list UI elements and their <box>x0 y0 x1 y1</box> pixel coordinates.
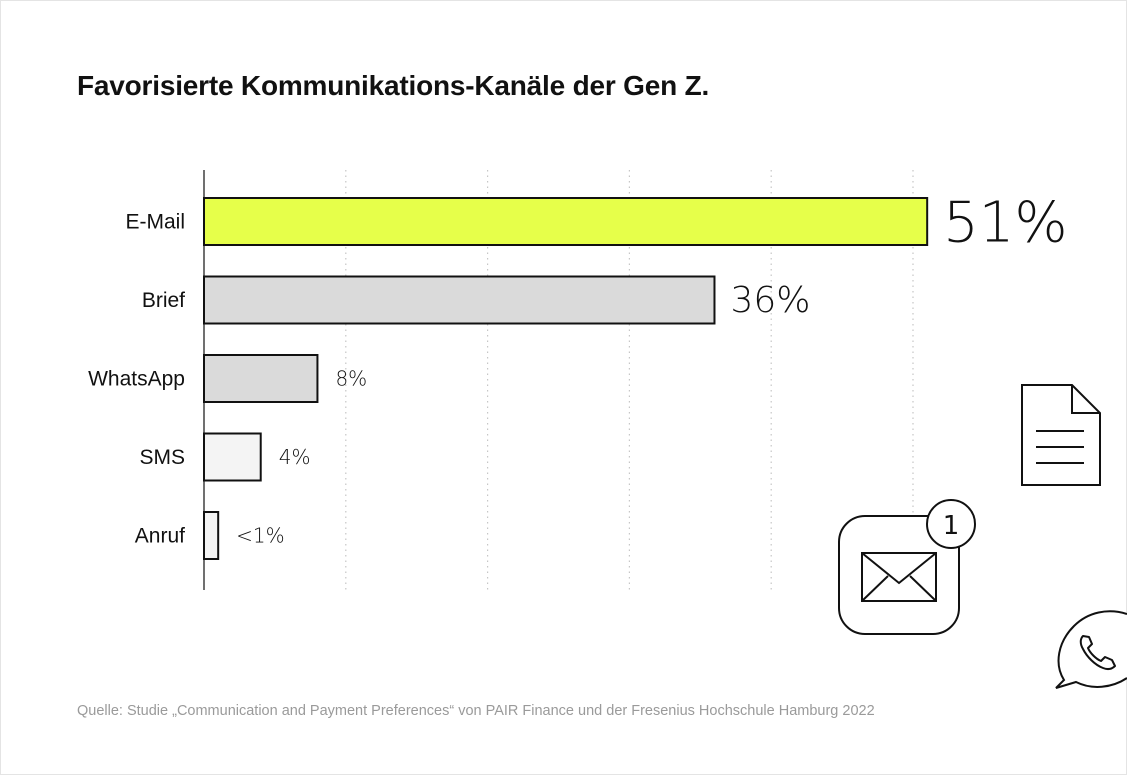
source-note: Quelle: Studie „Communication and Paymen… <box>77 703 875 719</box>
category-label: E-Mail <box>125 211 185 234</box>
category-label: Brief <box>142 289 185 312</box>
mail-icon: 1 <box>838 499 976 635</box>
document-icon <box>1021 384 1101 486</box>
value-label: 51% <box>943 191 1067 256</box>
category-label: WhatsApp <box>88 368 185 391</box>
value-label: 8% <box>335 367 367 391</box>
chart-title: Favorisierte Kommunikations-Kanäle der G… <box>77 70 710 101</box>
bar-anruf <box>203 511 220 560</box>
bar-sms <box>203 432 262 482</box>
category-label: SMS <box>139 446 185 469</box>
category-label: Anruf <box>135 525 185 548</box>
notification-badge <box>926 499 976 549</box>
bar-brief <box>203 275 716 325</box>
value-label: 4% <box>279 445 311 469</box>
phone-chat-icon <box>1055 610 1127 689</box>
badge-count: 1 <box>943 511 960 541</box>
bar-e-mail <box>203 197 929 246</box>
value-label: <1% <box>236 524 285 548</box>
bar-whatsapp <box>203 354 319 403</box>
value-label: 36% <box>730 280 810 321</box>
